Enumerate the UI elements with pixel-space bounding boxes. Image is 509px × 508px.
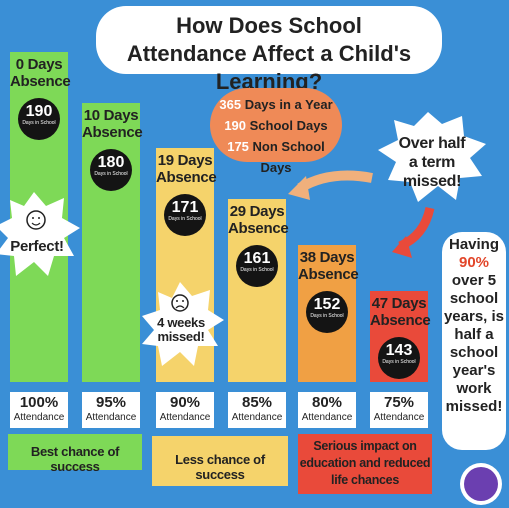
bar-label-3: 29 Days Absence [228, 203, 289, 238]
smiley-icon [26, 210, 46, 230]
days-in-school-circle-5: 143 Days in School [378, 336, 420, 379]
banner-serious: Serious impact on education and reduced … [298, 434, 432, 494]
attendance-cell-0: 100% Attendance [10, 392, 68, 428]
days-in-school-label-3: Days in School [240, 267, 274, 274]
bar-label-0: 0 Days Absence [10, 56, 71, 90]
days-in-school-circle-2: 171 Days in School [164, 194, 206, 237]
bar-3: 29 Days Absence 161 Days in School [228, 199, 289, 382]
days-in-school-value-2: 171 [171, 199, 199, 217]
days-in-school-value-1: 180 [97, 153, 125, 171]
perfect-starburst-icon [0, 192, 80, 276]
days-in-school-label-5: Days in School [382, 358, 416, 365]
over-half-callout: Over half a term missed! [398, 135, 466, 190]
attendance-value-1: 95% [95, 394, 127, 411]
attendance-value-5: 75% [383, 394, 415, 411]
bar-4: 38 Days Absence 152 Days in School [298, 244, 359, 382]
arrow-head-icon [288, 176, 310, 200]
over-half-starburst-icon [378, 112, 486, 202]
attendance-cell-1: 95% Attendance [82, 392, 140, 428]
info-line-3: 175 Non School Days [227, 139, 325, 175]
attendance-label-4: Attendance [301, 412, 353, 423]
arrow-head-icon [392, 236, 412, 258]
days-in-school-label-4: Days in School [310, 312, 344, 319]
days-in-school-label-1: Days in School [94, 170, 128, 177]
attendance-label-1: Attendance [85, 412, 137, 423]
days-in-school-label-2: Days in School [168, 216, 202, 223]
attendance-cell-5: 75% Attendance [370, 392, 428, 428]
attendance-cell-2: 90% Attendance [156, 392, 214, 428]
weeks-starburst-icon [142, 282, 224, 366]
bar-label-4: 38 Days Absence [298, 248, 359, 283]
days-in-school-value-0: 190 [25, 103, 53, 120]
days-in-school-circle-1: 180 Days in School [90, 148, 132, 191]
perfect-callout: Perfect! [10, 238, 64, 255]
arrow-to-yellow-icon [297, 170, 373, 193]
days-in-school-value-4: 152 [313, 295, 341, 313]
days-in-school-value-5: 143 [385, 341, 413, 359]
info-line-2: 190 School Days [224, 118, 328, 133]
attendance-label-5: Attendance [373, 412, 425, 423]
days-in-school-label-0: Days in School [22, 120, 56, 126]
bar-5: 47 Days Absence 143 Days in School [370, 290, 431, 382]
page-title: How Does School Attendance Affect a Chil… [96, 6, 442, 94]
banner-less: Less chance of success [152, 436, 288, 486]
attendance-value-0: 100% [19, 394, 59, 411]
bar-label-1: 10 Days Absence [82, 106, 143, 141]
bar-label-5: 47 Days Absence [370, 294, 431, 329]
bar-1: 10 Days Absence 180 Days in School [82, 102, 143, 382]
info-line-1: 365 Days in a Year [219, 97, 333, 112]
days-in-school-circle-0: 190 Days in School [18, 98, 60, 140]
attendance-cell-3: 85% Attendance [228, 392, 286, 428]
days-info-oval: 365 Days in a Year 190 School Days 175 N… [210, 88, 342, 175]
attendance-value-2: 90% [169, 394, 201, 411]
sad-face-icon [171, 294, 189, 312]
having-info-box: Having 90% over 5 school years, is half … [442, 232, 506, 450]
days-in-school-value-3: 161 [243, 250, 271, 268]
days-in-school-circle-4: 152 Days in School [306, 290, 348, 333]
attendance-label-3: Attendance [231, 412, 283, 423]
attendance-label-2: Attendance [159, 412, 211, 423]
banner-best: Best chance of success [8, 434, 142, 474]
attendance-value-3: 85% [241, 394, 273, 411]
days-in-school-circle-3: 161 Days in School [236, 245, 278, 288]
attendance-cell-4: 80% Attendance [298, 392, 356, 428]
attendance-value-4: 80% [311, 394, 343, 411]
bar-label-2: 19 Days Absence [156, 152, 217, 187]
weeks-missed-callout: 4 weeks missed! [157, 315, 205, 344]
attendance-label-0: Attendance [13, 412, 65, 423]
